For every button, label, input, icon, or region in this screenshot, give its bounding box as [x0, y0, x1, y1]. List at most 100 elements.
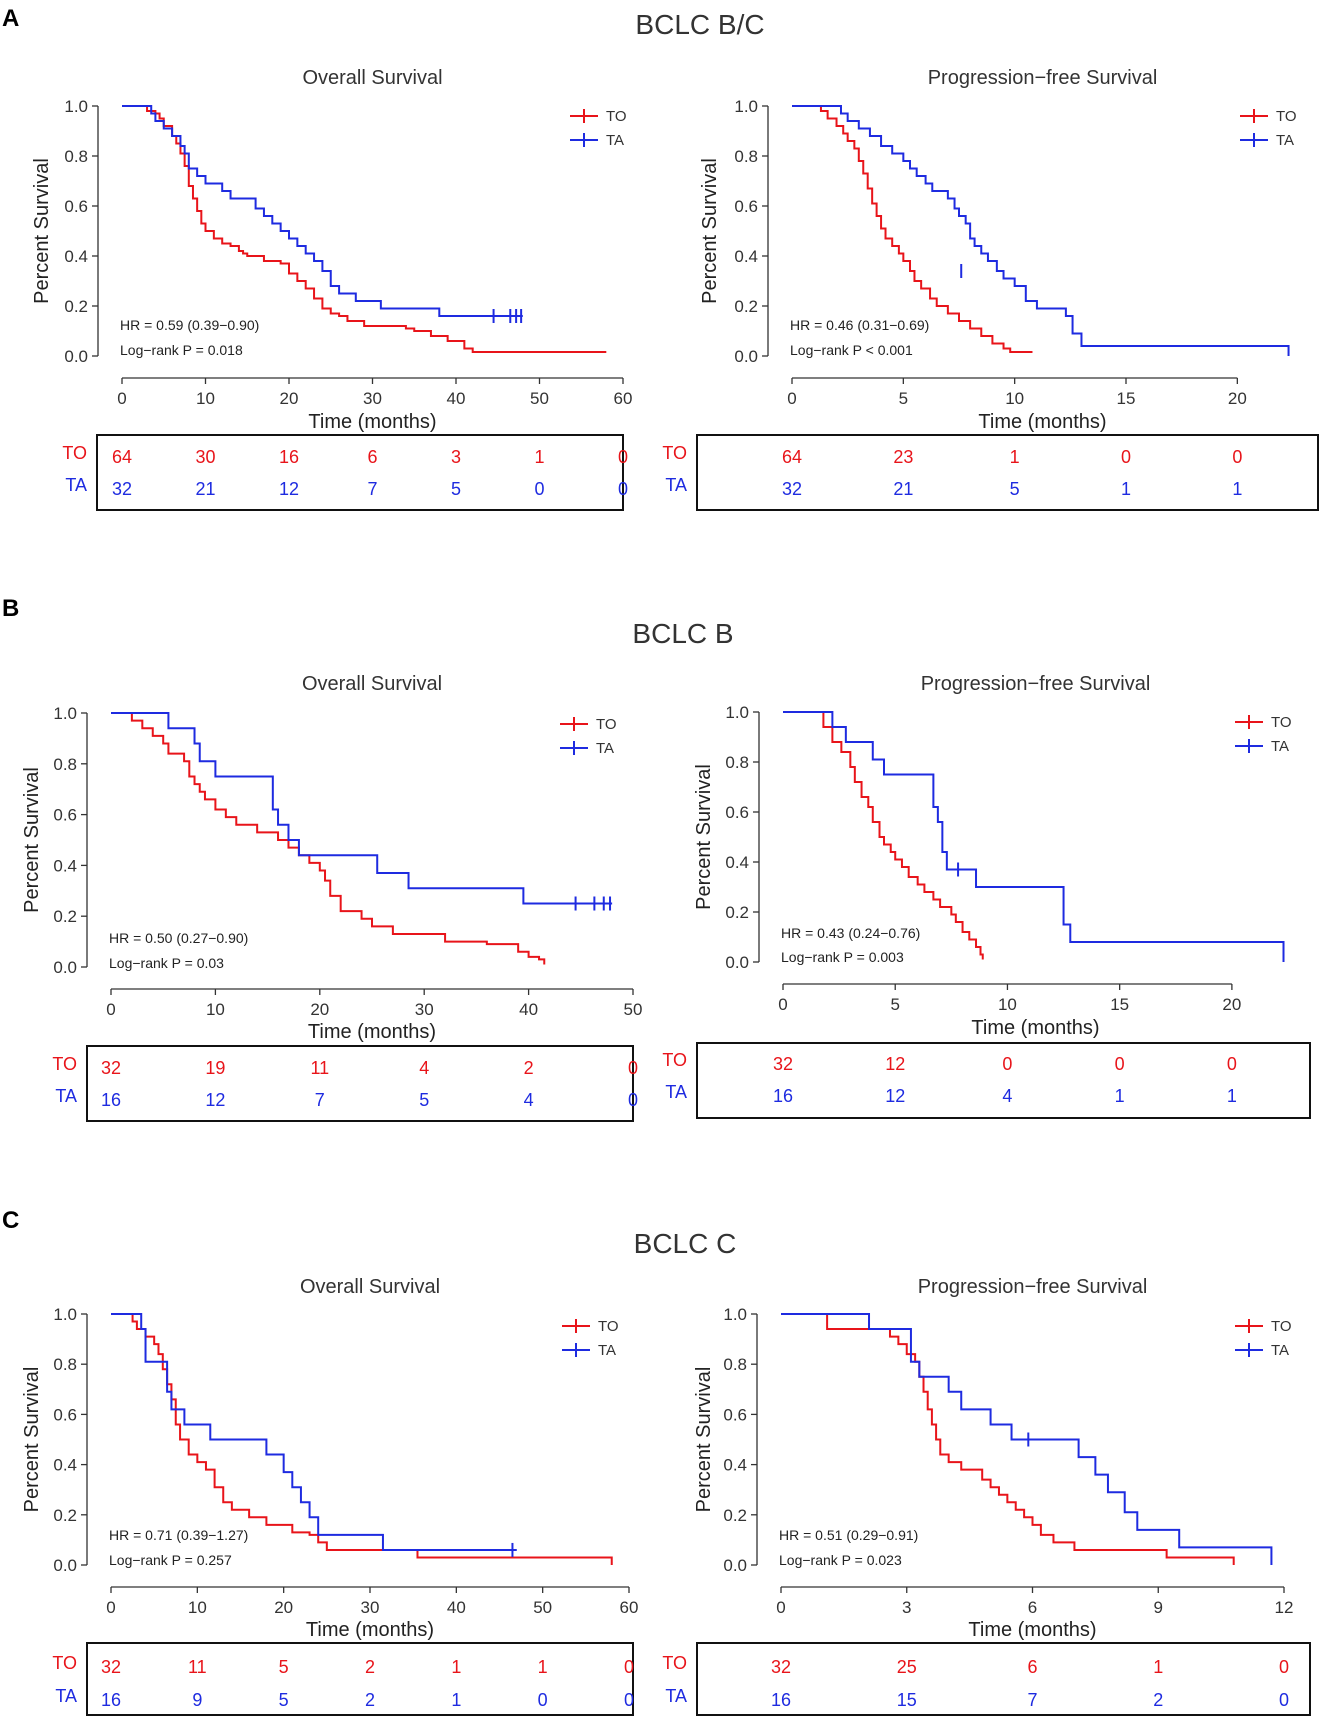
risk-count: 64 — [782, 447, 802, 467]
legend-label: TA — [606, 132, 624, 149]
risk-count: 7 — [1027, 1690, 1037, 1710]
y-tick-label: 0.4 — [53, 856, 77, 875]
y-tick-label: 1.0 — [723, 1305, 747, 1324]
risk-count: 0 — [1002, 1054, 1012, 1074]
risk-count: 12 — [885, 1086, 905, 1106]
x-tick-label: 50 — [530, 389, 549, 408]
x-tick-label: 40 — [447, 389, 466, 408]
risk-count: 0 — [1279, 1690, 1289, 1710]
x-tick-label: 10 — [206, 1000, 225, 1019]
risk-count: 32 — [101, 1657, 121, 1677]
hazard-ratio-label: HR = 0.71 (0.39−1.27) — [109, 1527, 248, 1543]
legend-label: TA — [596, 740, 614, 757]
risk-count: 1 — [1121, 479, 1131, 499]
risk-count: 2 — [365, 1657, 375, 1677]
risk-row-label: TA — [65, 475, 87, 495]
x-tick-label: 15 — [1110, 995, 1129, 1014]
survival-curve-to — [783, 711, 984, 960]
y-tick-label: 0.8 — [723, 1355, 747, 1374]
x-tick-label: 0 — [778, 995, 787, 1014]
panel-letter-a: A — [2, 5, 19, 32]
y-tick-label: 0.8 — [53, 755, 77, 774]
hazard-ratio-label: HR = 0.43 (0.24−0.76) — [781, 925, 920, 941]
y-tick-label: 0.8 — [64, 147, 88, 166]
risk-count: 1 — [1227, 1086, 1237, 1106]
log-rank-p-label: Log−rank P < 0.001 — [790, 342, 913, 358]
risk-count: 16 — [101, 1690, 121, 1710]
x-tick-label: 40 — [519, 1000, 538, 1019]
chart-title: Overall Survival — [300, 1276, 440, 1298]
legend-label: TA — [1276, 132, 1294, 149]
risk-count: 16 — [279, 447, 299, 467]
legend-label: TA — [1271, 738, 1289, 755]
log-rank-p-label: Log−rank P = 0.023 — [779, 1552, 902, 1568]
risk-count: 0 — [628, 1090, 638, 1110]
risk-count: 6 — [367, 447, 377, 467]
risk-count: 1 — [451, 1690, 461, 1710]
risk-count: 1 — [451, 1657, 461, 1677]
risk-count: 12 — [279, 479, 299, 499]
risk-count: 4 — [524, 1090, 534, 1110]
hazard-ratio-label: HR = 0.46 (0.31−0.69) — [790, 317, 929, 333]
panel-letter-b: B — [2, 595, 19, 622]
risk-count: 32 — [112, 479, 132, 499]
y-tick-label: 0.0 — [723, 1556, 747, 1575]
risk-count: 5 — [279, 1690, 289, 1710]
y-tick-label: 0.0 — [53, 1556, 77, 1575]
risk-row-label: TA — [665, 1686, 687, 1706]
risk-count: 0 — [1279, 1657, 1289, 1677]
x-tick-label: 5 — [890, 995, 899, 1014]
risk-count: 2 — [1153, 1690, 1163, 1710]
risk-count: 7 — [367, 479, 377, 499]
km-chart: Progression−free Survival 0.0 0.2 0.4 0.6 0.8… — [662, 67, 1319, 511]
risk-count: 19 — [205, 1058, 225, 1078]
legend-label: TO — [606, 108, 627, 125]
x-tick-label: 30 — [363, 389, 382, 408]
risk-table-box — [86, 1045, 634, 1122]
y-axis-title: Percent Survival — [21, 1367, 43, 1513]
y-tick-label: 0.8 — [53, 1355, 77, 1374]
risk-count: 30 — [195, 447, 215, 467]
risk-count: 23 — [893, 447, 913, 467]
x-tick-label: 30 — [361, 1598, 380, 1617]
x-tick-label: 6 — [1028, 1598, 1037, 1617]
y-tick-label: 0.4 — [53, 1456, 77, 1475]
survival-curve-to — [111, 712, 546, 965]
x-axis-title: Time (months) — [968, 1619, 1096, 1641]
y-tick-label: 0.6 — [734, 197, 758, 216]
y-tick-label: 0.0 — [53, 958, 77, 977]
chart-title: Overall Survival — [302, 67, 442, 89]
risk-row-label: TO — [52, 1054, 77, 1074]
y-axis-title: Percent Survival — [699, 158, 721, 304]
y-tick-label: 0.2 — [725, 903, 749, 922]
hazard-ratio-label: HR = 0.51 (0.29−0.91) — [779, 1527, 918, 1543]
x-tick-label: 60 — [614, 389, 633, 408]
x-tick-label: 5 — [899, 389, 908, 408]
survival-curve-ta — [111, 1313, 517, 1551]
risk-count: 0 — [1121, 447, 1131, 467]
legend-label: TA — [1271, 1342, 1289, 1359]
x-tick-label: 40 — [447, 1598, 466, 1617]
km-chart: Progression−free Survival 0.0 0.2 0.4 0.6 0.8… — [662, 673, 1311, 1119]
x-tick-label: 12 — [1275, 1598, 1294, 1617]
y-tick-label: 0.4 — [725, 853, 749, 872]
chart-title: Overall Survival — [302, 673, 442, 695]
risk-count: 32 — [771, 1657, 791, 1677]
y-axis-title: Percent Survival — [693, 1367, 715, 1513]
x-axis-title: Time (months) — [308, 411, 436, 433]
risk-row-label: TO — [662, 1653, 687, 1673]
risk-count: 5 — [1010, 479, 1020, 499]
survival-curve-to — [122, 105, 607, 353]
x-tick-label: 10 — [1005, 389, 1024, 408]
risk-count: 0 — [1115, 1054, 1125, 1074]
y-tick-label: 0.2 — [53, 1506, 77, 1525]
risk-count: 11 — [310, 1058, 329, 1078]
risk-count: 32 — [782, 479, 802, 499]
risk-count: 11 — [188, 1657, 207, 1677]
survival-curve-to — [111, 1313, 613, 1565]
x-tick-label: 10 — [998, 995, 1017, 1014]
x-axis-title: Time (months) — [306, 1619, 434, 1641]
risk-count: 9 — [192, 1690, 202, 1710]
risk-row-label: TA — [55, 1086, 77, 1106]
